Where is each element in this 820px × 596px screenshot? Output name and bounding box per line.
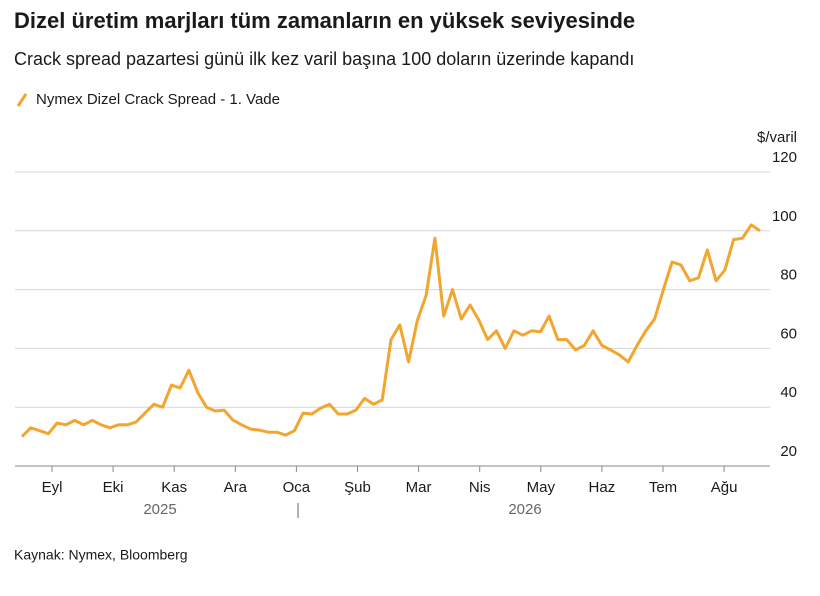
x-tick-label: Nis bbox=[469, 479, 491, 496]
x-tick-label: Ara bbox=[224, 479, 248, 496]
x-tick-label: Eki bbox=[103, 479, 124, 496]
x-tick-label: Şub bbox=[344, 479, 371, 496]
x-tick-label: Eyl bbox=[42, 479, 63, 496]
chart-title: Dizel üretim marjları tüm zamanların en … bbox=[14, 8, 635, 33]
year-label: 2025 bbox=[143, 501, 176, 518]
y-tick-label: 60 bbox=[780, 325, 797, 342]
y-tick-label: 20 bbox=[780, 443, 797, 460]
y-tick-label: 40 bbox=[780, 384, 797, 401]
legend-label: Nymex Dizel Crack Spread - 1. Vade bbox=[36, 91, 280, 108]
x-tick-label: Ağu bbox=[711, 479, 738, 496]
x-tick-label: Kas bbox=[161, 479, 187, 496]
x-tick-label: Tem bbox=[649, 479, 677, 496]
x-tick-label: Haz bbox=[589, 479, 616, 496]
source: Kaynak: Nymex, Bloomberg bbox=[14, 547, 188, 563]
x-tick-label: Oca bbox=[283, 479, 311, 496]
y-tick-label: 100 bbox=[772, 208, 797, 225]
x-tick-label: Mar bbox=[406, 479, 432, 496]
legend-swatch bbox=[16, 93, 28, 107]
y-tick-label: 120 bbox=[772, 149, 797, 166]
data-line bbox=[20, 223, 761, 438]
chart-subtitle: Crack spread pazartesi günü ilk kez vari… bbox=[14, 49, 634, 69]
year-label: 2026 bbox=[508, 501, 541, 518]
x-tick-label: May bbox=[527, 479, 556, 496]
y-axis-label: $/varil bbox=[757, 129, 797, 146]
y-tick-label: 80 bbox=[780, 267, 797, 284]
